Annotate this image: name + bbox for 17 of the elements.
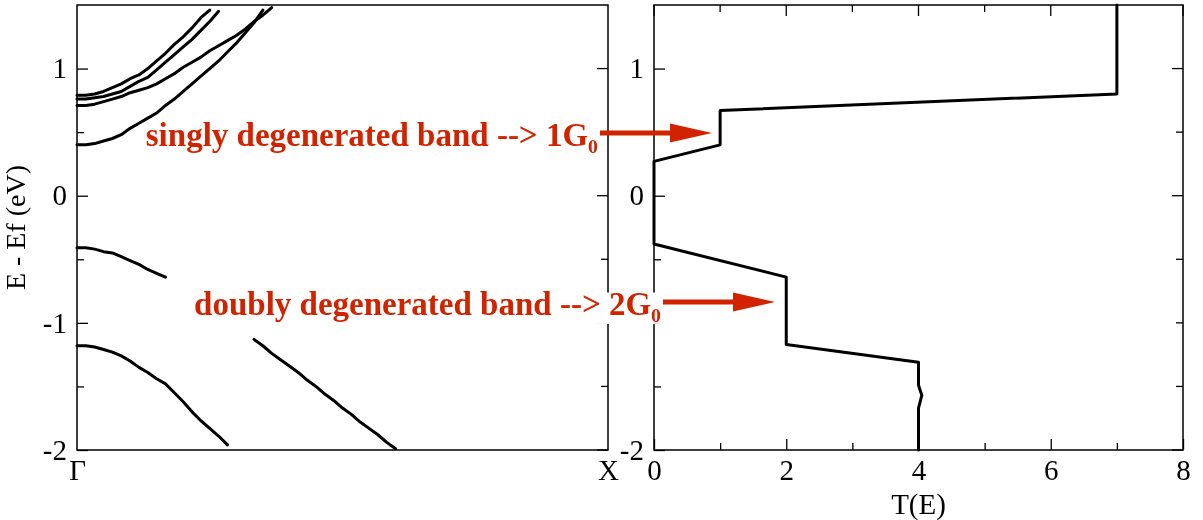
- y-tick-label: -2: [619, 433, 644, 466]
- annotation: singly degenerated band --> 1G₀: [145, 117, 599, 153]
- annotation: doubly degenerated band --> 2G₀: [194, 286, 662, 322]
- y-tick-label: 0: [52, 179, 67, 212]
- y-tick-label: 0: [629, 179, 644, 212]
- x-tick-label: 6: [1044, 453, 1059, 486]
- x-tick-label: 8: [1176, 453, 1191, 486]
- x-tick-label: 2: [779, 453, 794, 486]
- x-tick-label: 4: [911, 453, 927, 486]
- x-axis-title: T(E): [891, 488, 946, 520]
- x-tick-label: Γ: [69, 453, 86, 486]
- y-tick-label: -2: [42, 433, 67, 466]
- y-tick-label: 1: [52, 52, 67, 85]
- y-axis-title: E - Ef (eV): [0, 164, 31, 291]
- y-tick-label: 1: [629, 52, 644, 85]
- y-tick-label: -1: [42, 306, 67, 339]
- x-tick-label: X: [598, 453, 620, 486]
